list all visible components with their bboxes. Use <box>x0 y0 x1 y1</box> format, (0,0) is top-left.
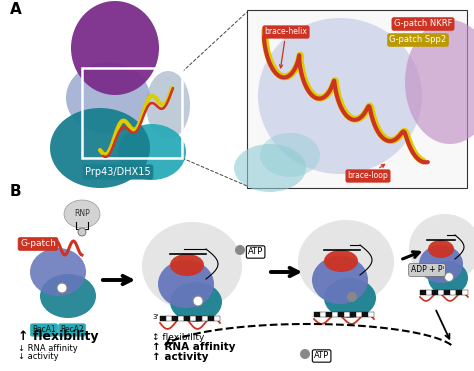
Ellipse shape <box>324 250 358 272</box>
Text: ↕ flexibility: ↕ flexibility <box>152 333 204 342</box>
Bar <box>214 316 220 321</box>
Ellipse shape <box>170 254 204 276</box>
Ellipse shape <box>158 260 214 308</box>
Bar <box>426 290 432 295</box>
Bar <box>184 316 190 321</box>
Bar <box>420 290 426 295</box>
Bar <box>208 316 214 321</box>
Ellipse shape <box>260 133 320 177</box>
Bar <box>456 290 462 295</box>
Text: ↓ RNA affinity: ↓ RNA affinity <box>18 344 78 353</box>
Ellipse shape <box>234 144 306 192</box>
Text: ↑ flexibility: ↑ flexibility <box>18 330 99 343</box>
Bar <box>432 290 438 295</box>
Text: brace-helix: brace-helix <box>264 27 308 68</box>
Bar <box>247 10 467 188</box>
Bar <box>438 290 444 295</box>
Ellipse shape <box>40 274 96 318</box>
Text: ↑ activity: ↑ activity <box>152 352 209 362</box>
Bar <box>462 290 468 295</box>
Text: G-patch: G-patch <box>20 240 56 249</box>
Bar <box>320 312 326 317</box>
Text: ↓ activity: ↓ activity <box>18 352 59 361</box>
Ellipse shape <box>419 245 463 283</box>
Text: Prp43/DHX15: Prp43/DHX15 <box>85 167 151 177</box>
Text: RecA1: RecA1 <box>32 325 56 335</box>
Bar <box>82 68 182 158</box>
Ellipse shape <box>193 296 203 306</box>
Text: RNP: RNP <box>74 210 90 219</box>
Text: B: B <box>10 184 22 199</box>
Text: RecA2: RecA2 <box>60 325 84 335</box>
Ellipse shape <box>235 245 245 255</box>
Text: G-patch Spp2: G-patch Spp2 <box>390 36 447 45</box>
Ellipse shape <box>78 228 86 236</box>
Text: brace-loop: brace-loop <box>347 164 388 181</box>
Bar <box>202 316 208 321</box>
Ellipse shape <box>146 71 190 139</box>
Ellipse shape <box>71 1 159 95</box>
Ellipse shape <box>30 248 86 296</box>
Ellipse shape <box>409 214 474 282</box>
Bar <box>172 316 178 321</box>
Bar <box>326 312 332 317</box>
Bar <box>350 312 356 317</box>
Ellipse shape <box>66 62 150 134</box>
Bar <box>362 312 368 317</box>
Ellipse shape <box>50 108 150 188</box>
Text: ATP: ATP <box>314 351 329 361</box>
Ellipse shape <box>300 349 310 359</box>
Text: ATP: ATP <box>248 247 263 256</box>
Bar <box>344 312 350 317</box>
Ellipse shape <box>445 273 454 282</box>
Text: 3': 3' <box>152 314 158 320</box>
Text: ADP + Pᴵ: ADP + Pᴵ <box>410 266 444 275</box>
Ellipse shape <box>405 20 474 144</box>
Ellipse shape <box>57 283 67 293</box>
Ellipse shape <box>64 200 100 228</box>
Ellipse shape <box>298 220 394 304</box>
Bar <box>332 312 338 317</box>
Text: A: A <box>10 2 22 17</box>
Ellipse shape <box>347 292 357 302</box>
Ellipse shape <box>142 222 242 310</box>
Bar <box>356 312 362 317</box>
Bar <box>160 316 166 321</box>
Bar <box>368 312 374 317</box>
Bar <box>190 316 196 321</box>
Ellipse shape <box>428 261 468 295</box>
Ellipse shape <box>258 18 422 174</box>
Bar <box>196 316 202 321</box>
Bar <box>178 316 184 321</box>
Text: ↑ RNA affinity: ↑ RNA affinity <box>152 342 236 352</box>
Ellipse shape <box>312 256 368 304</box>
Bar <box>444 290 450 295</box>
Ellipse shape <box>118 124 186 180</box>
Ellipse shape <box>428 240 454 258</box>
Bar <box>166 316 172 321</box>
Ellipse shape <box>170 282 222 322</box>
Ellipse shape <box>324 278 376 318</box>
Bar <box>314 312 320 317</box>
Bar <box>338 312 344 317</box>
Bar <box>450 290 456 295</box>
Text: G-patch NKRF: G-patch NKRF <box>394 20 452 29</box>
